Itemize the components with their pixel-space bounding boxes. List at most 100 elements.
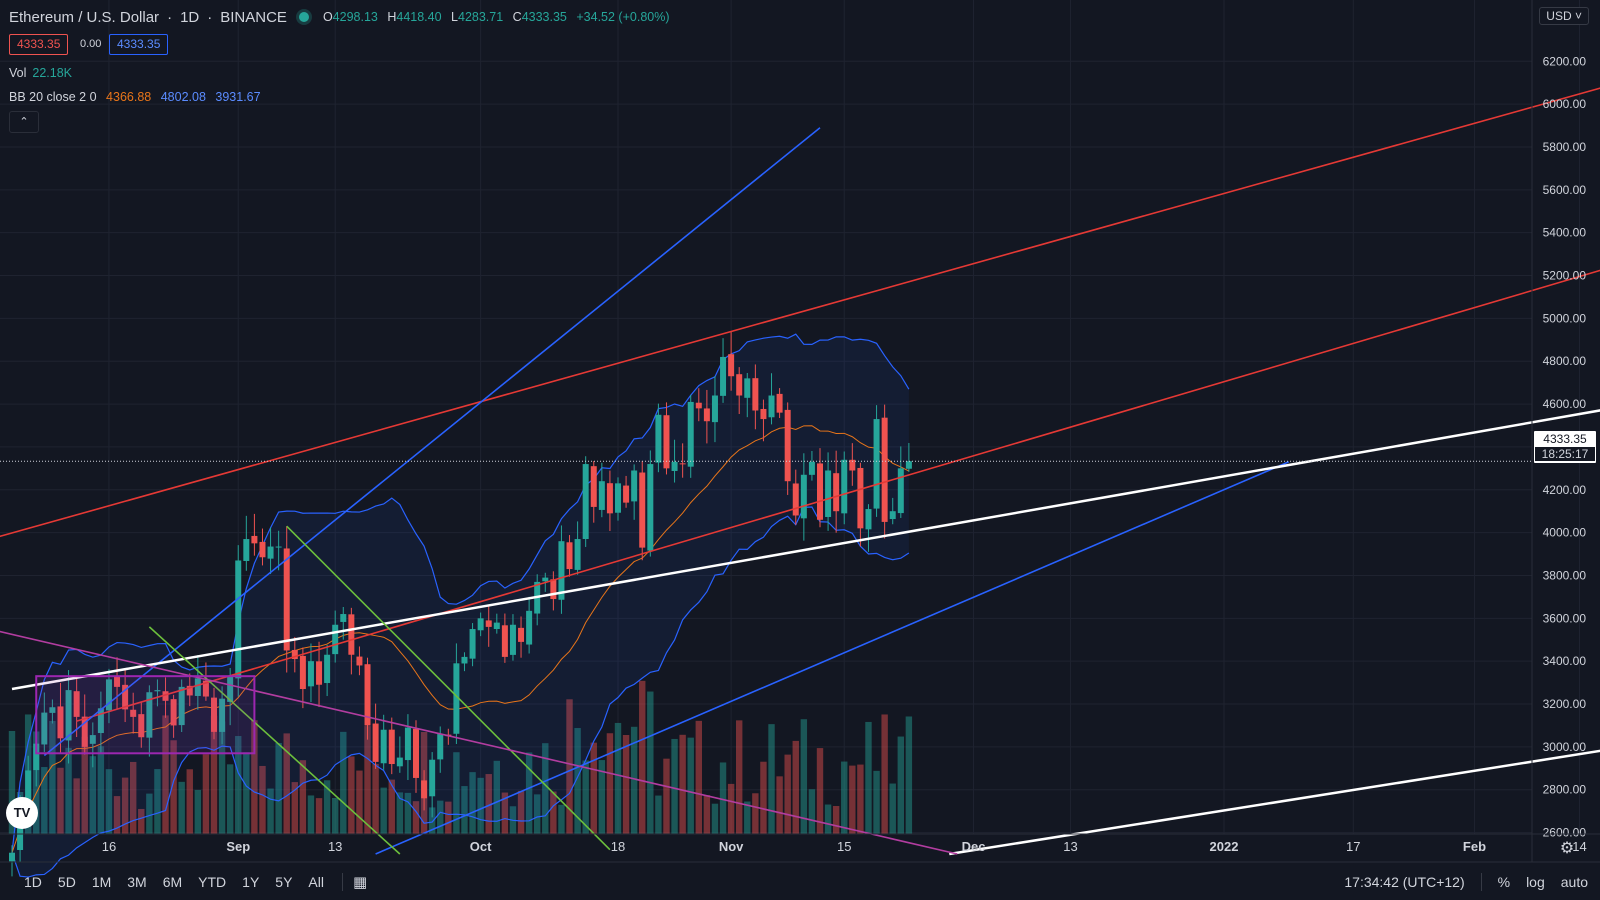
range-button-6m[interactable]: 6M [162,874,183,890]
volume-bar [841,761,848,834]
x-tick-label: 13 [1063,839,1077,854]
candle-body [332,624,339,655]
volume-bar [194,789,202,834]
interval-label[interactable]: 1D [180,8,200,26]
trend-drawings[interactable] [0,85,1600,856]
volume-bar [81,736,88,834]
candle-body [33,743,40,771]
candle-body [275,546,282,548]
clock-time[interactable]: 17:34:42 (UTC+12) [1344,874,1465,890]
grid [0,0,1581,834]
volume-bar [647,691,654,834]
candle-body [647,464,654,551]
bb-legend[interactable]: BB 20 close 2 0 4366.88 4802.08 3931.67 [9,90,261,104]
volume-bar [630,726,638,834]
currency-button[interactable]: USD ˅ [1539,7,1589,25]
volume-bar [558,804,565,834]
calendar-icon[interactable]: ▦ [352,874,368,891]
volume-bar [663,758,670,834]
sell-button[interactable]: 4333.35 [9,34,69,55]
candle-body [841,459,848,514]
y-tick-label: 3200.00 [1543,697,1587,711]
volume-bar [259,765,266,834]
trend-line-blue [43,127,821,757]
percent-toggle[interactable]: % [1497,874,1511,890]
volume-bar [727,783,735,834]
volume-bar [428,807,436,834]
candle-body [679,463,686,465]
volume-bar [808,789,816,834]
candle-body [307,661,314,687]
candle-body [372,723,379,762]
range-button-all[interactable]: All [308,874,324,890]
volume-bar [235,736,242,834]
bb-upper-value: 4802.08 [160,90,206,104]
volume-bar [299,760,307,834]
volume-label: Vol [9,66,27,80]
volume-bar [105,769,113,834]
x-tick-label: 18 [611,839,625,854]
range-button-ytd[interactable]: YTD [198,874,227,890]
chevron-up-icon[interactable]: ⌃ [9,111,39,133]
volume-legend[interactable]: Vol 22.18K [9,66,72,80]
y-tick-label: 5400.00 [1543,226,1587,240]
candle-body [461,656,468,664]
candle-body [857,467,864,529]
range-buttons: 1D 5D 1M 3M 6M YTD 1Y 5Y All [16,874,332,890]
candle-body [687,401,694,467]
candle-body [114,676,121,687]
range-button-1d[interactable]: 1D [24,874,42,890]
range-button-1y[interactable]: 1Y [242,874,260,890]
volume-bar [364,726,371,834]
trend-line-green [286,525,611,851]
buy-button[interactable]: 4333.35 [109,34,169,55]
volume-bar [380,787,387,834]
x-tick-label: Dec [962,839,986,854]
candle-body [558,541,565,600]
candle-body [348,614,355,655]
ohlc-values: O4298.13 H4418.40 L4283.71 C4333.35 +34.… [322,10,670,24]
log-toggle[interactable]: log [1526,874,1545,890]
y-tick-label: 4800.00 [1543,354,1587,368]
volume-bar [340,731,347,834]
candle-body [41,712,48,745]
volume-bar [65,747,72,834]
range-button-3m[interactable]: 3M [127,874,147,890]
range-button-5d[interactable]: 5D [57,874,76,890]
volume-bar [162,715,169,834]
volume-bar [832,806,840,834]
bb-fill [12,334,909,878]
candle-body [202,680,209,697]
candle-body [623,485,630,503]
volume-bar [744,801,751,834]
candle-body [57,706,64,739]
candle-body [768,395,775,418]
symbol-title[interactable]: Ethereum / U.S. Dollar [9,8,160,26]
volume-bar [857,764,864,834]
bb-basis-value: 4366.88 [106,90,152,104]
volume-bar [679,734,686,834]
spread-value: 0.00 [80,38,102,50]
range-button-5y[interactable]: 5Y [275,874,293,890]
volume-bar [534,794,541,834]
volume-bar [477,777,484,834]
volume-bar [356,770,363,834]
candle-body [122,684,129,710]
divider [341,873,343,891]
volume-bar [905,716,913,834]
volume-bar [800,719,808,834]
candle-body [219,698,226,732]
volume-bar [622,734,630,834]
close-value: 4333.35 [521,10,567,24]
volume-bar [493,760,500,834]
volume-bar [130,761,137,834]
volume-bar [57,767,64,834]
tradingview-logo[interactable]: TV [6,797,38,829]
candle-body [695,402,702,409]
range-button-1m[interactable]: 1M [91,874,112,890]
auto-toggle[interactable]: auto [1560,874,1588,890]
volume-bar [461,786,468,834]
candle-body [744,378,751,398]
volume-bar [218,721,226,834]
